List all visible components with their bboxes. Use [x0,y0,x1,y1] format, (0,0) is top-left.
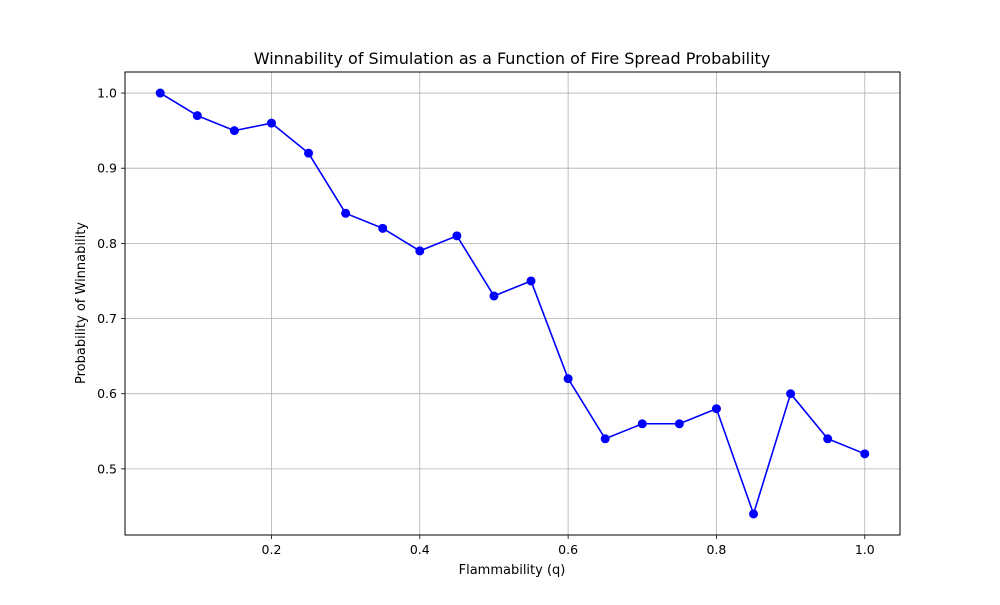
y-tick-label: 0.8 [97,236,117,251]
x-tick-label: 0.2 [262,542,282,557]
data-point [155,88,165,98]
x-tick-label: 0.8 [707,542,727,557]
y-axis: 0.5 0.6 0.7 0.8 0.9 1.0 [97,86,125,476]
data-point [526,276,536,286]
data-point [786,389,796,399]
x-tick-label: 0.4 [410,542,430,557]
data-point [229,126,239,136]
data-point [341,208,351,218]
y-tick-label: 1.0 [97,86,117,101]
grid-lines [125,72,900,535]
data-point [637,419,647,429]
x-axis: 0.2 0.4 0.6 0.8 1.0 [262,535,875,557]
series-line [159,92,866,515]
chart-title: Winnability of Simulation as a Function … [254,49,771,68]
data-point [452,231,462,241]
data-point [749,509,759,519]
data-point [600,434,610,444]
data-series [155,88,870,519]
y-tick-label: 0.5 [97,461,117,476]
data-point [415,246,425,256]
data-point [192,111,202,121]
data-point [304,148,314,158]
data-point [563,374,573,384]
data-point [489,291,499,301]
y-tick-label: 0.6 [97,386,117,401]
data-point [823,434,833,444]
data-point [860,449,870,459]
data-point [674,419,684,429]
data-point [378,223,388,233]
x-tick-label: 0.6 [558,542,578,557]
plot-area [124,71,901,536]
data-point [711,404,721,414]
y-tick-label: 0.7 [97,311,117,326]
x-axis-label: Flammability (q) [459,563,566,578]
y-axis-label: Probability of Winnability [74,222,89,384]
x-tick-label: 1.0 [855,542,875,557]
data-point [266,118,276,128]
y-tick-label: 0.9 [97,161,117,176]
